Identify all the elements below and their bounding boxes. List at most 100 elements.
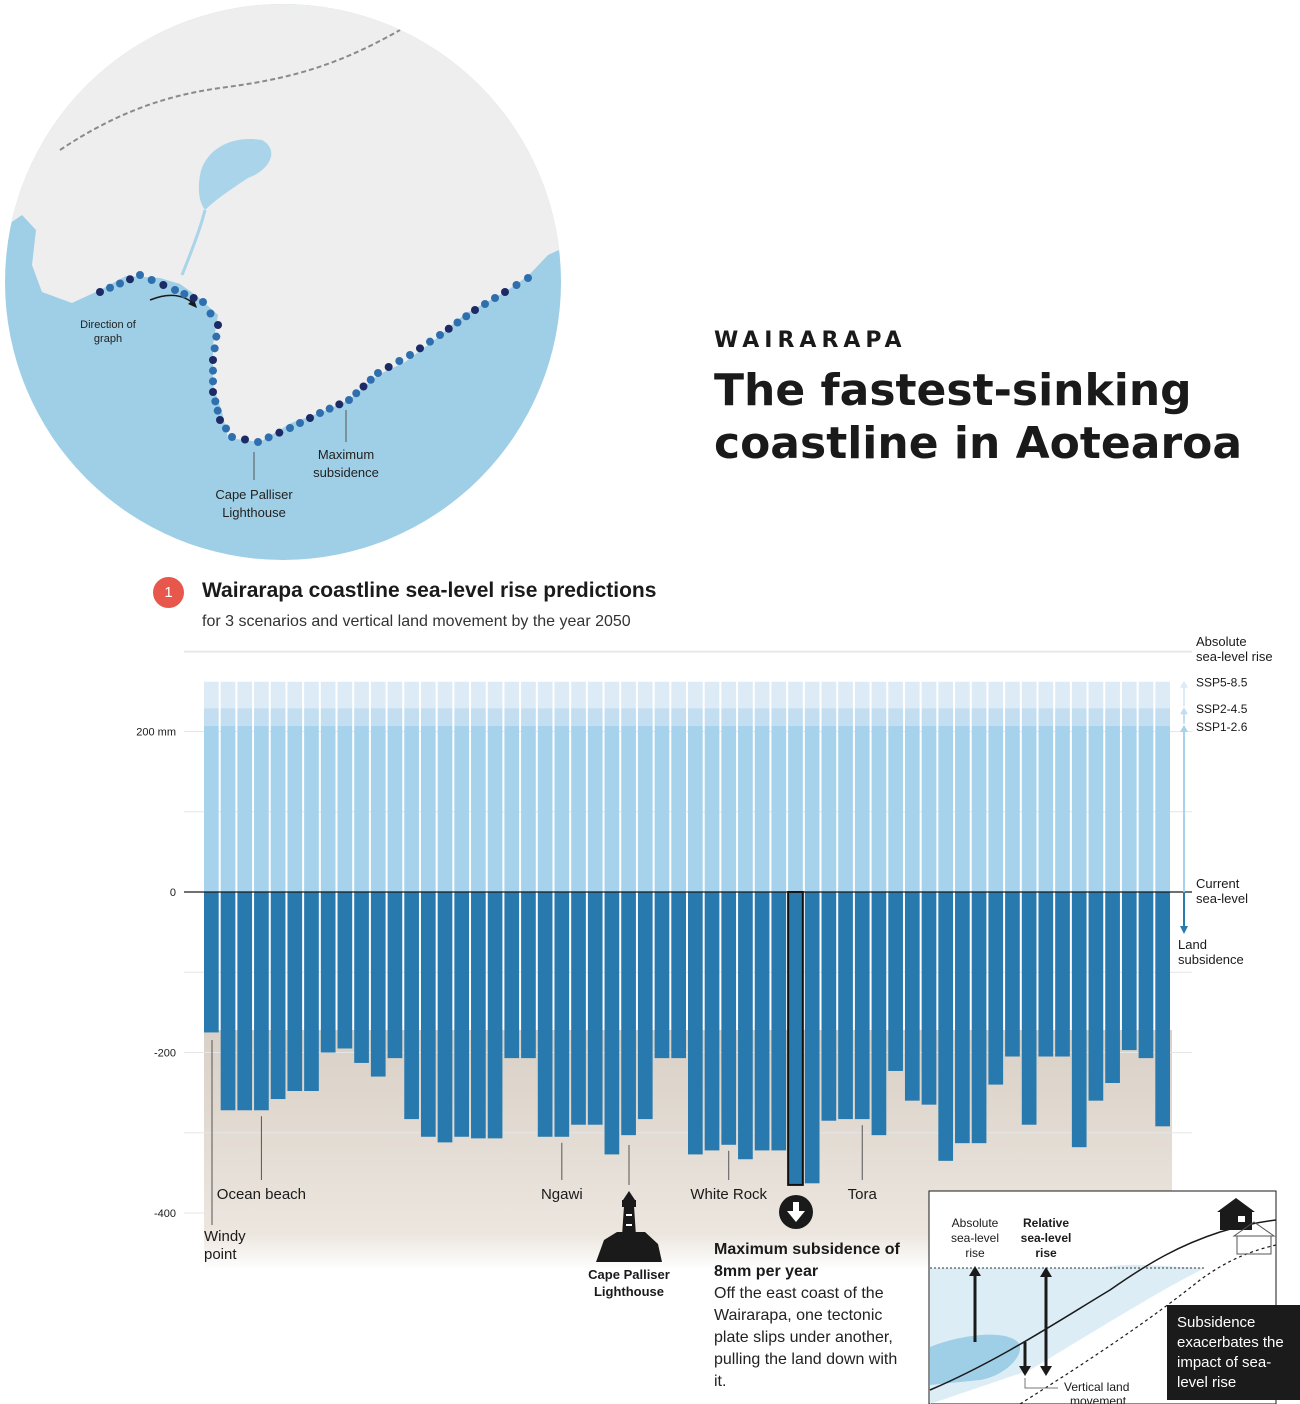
bar-ssp585 [971,681,987,709]
bar-subsidence [621,892,636,1136]
bar-ssp585 [237,681,253,709]
bar-ssp126 [738,725,753,892]
bar-ssp126 [337,725,353,892]
inset-shallow-water [930,1334,1021,1385]
bar-ssp126 [320,725,336,892]
coast-dot [206,309,215,318]
bar-ssp126 [370,725,386,892]
location-label: White Rock [690,1186,767,1203]
subsidence-arrowhead [1180,926,1188,934]
bar-subsidence [521,892,536,1059]
coast-dot [96,288,104,296]
bar-ssp126 [654,725,670,892]
coast-dot [501,288,509,296]
bar-ssp245 [971,708,987,726]
coast-dot [209,356,217,364]
bar-ssp245 [938,708,954,726]
coast-dot [395,357,404,365]
scenario-label: SSP2-4.5 [1196,702,1248,716]
bar-ssp585 [771,681,787,709]
bar-ssp126 [637,725,653,892]
bar-subsidence [721,892,737,1145]
bar-subsidence [354,892,369,1063]
bar-ssp245 [1088,708,1104,726]
location-map: Direction of graph Cape Palliser Lightho… [5,4,561,560]
bar-ssp585 [921,681,937,709]
bar-ssp245 [370,708,386,726]
bars [204,681,1170,1186]
coast-dot [426,337,434,346]
bar-ssp126 [1121,725,1137,892]
bar-ssp585 [1105,681,1120,709]
bar-ssp245 [487,708,503,726]
bar-subsidence [337,892,353,1049]
bar-ssp585 [504,681,520,709]
current-sea-level-label-2: sea-level [1196,891,1248,906]
bar-subsidence [1071,892,1087,1148]
bar-ssp585 [838,681,853,709]
coast-dot [171,286,179,294]
bar-ssp126 [237,725,253,892]
sea-level-chart: 200 mm0-200-400SSP5-8.5SSP2-4.5SSP1-2.6 … [136,634,1277,1404]
bar-ssp245 [387,708,403,726]
bar-subsidence [988,892,1004,1085]
bar-ssp245 [554,708,570,726]
bar-ssp585 [454,681,470,709]
subsidence-inset-diagram [928,1190,1277,1404]
coast-dot [209,388,217,396]
coast-dot [384,363,393,371]
inset-relative-1: Relative [1023,1216,1069,1230]
bar-ssp126 [304,725,319,892]
bar-ssp585 [320,681,336,709]
bar-ssp126 [1155,725,1170,892]
windy-point-label-2: point [204,1246,237,1263]
bar-ssp126 [537,725,553,892]
bar-ssp585 [554,681,570,709]
bar-ssp245 [754,708,770,726]
bar-ssp245 [771,708,787,726]
bar-ssp245 [270,708,286,726]
max-subsidence-annotation: Maximum subsidence of 8mm per year Off t… [714,1239,904,1393]
inset-absolute-1: Absolute [952,1216,999,1230]
ssp245-arrowhead [1180,707,1188,715]
coast-dot [306,414,314,422]
coast-dot [189,294,198,302]
bar-subsidence [420,892,436,1137]
bar-ssp585 [337,681,353,709]
bar-ssp585 [788,681,803,709]
bar-ssp245 [904,708,920,726]
chart-subtitle: for 3 scenarios and vertical land moveme… [202,613,631,630]
bar-ssp126 [587,725,603,892]
bar-ssp126 [454,725,470,892]
bar-ssp245 [788,708,803,726]
bar-ssp126 [854,725,870,892]
max-label-2: subsidence [313,465,379,480]
bar-ssp126 [554,725,570,892]
bar-subsidence [437,892,453,1143]
bar-ssp585 [437,681,453,709]
coast-dot [416,344,424,353]
inset-relative-3: rise [1035,1246,1057,1260]
coast-dot [216,416,224,424]
coast-dot [524,274,532,282]
land-subsidence-label-2: subsidence [1178,952,1244,967]
bar-subsidence [637,892,653,1120]
windy-point-label-1: Windy [204,1228,246,1245]
bar-ssp245 [571,708,586,726]
direction-label-1: Direction of [80,319,137,331]
bar-ssp585 [955,681,970,709]
bar-ssp126 [254,725,269,892]
bar-ssp126 [621,725,636,892]
coast-dot [462,312,471,321]
coast-dot [147,276,156,284]
bar-ssp585 [721,681,737,709]
cape-label-1: Cape Palliser [215,487,293,502]
coast-dot [406,351,414,359]
bar-ssp245 [220,708,236,726]
y-tick-label: 0 [170,887,176,899]
y-tick-label: -400 [154,1208,176,1220]
bar-ssp585 [1121,681,1137,709]
bar-ssp126 [771,725,787,892]
bar-ssp126 [1021,725,1037,892]
bar-subsidence [504,892,520,1059]
